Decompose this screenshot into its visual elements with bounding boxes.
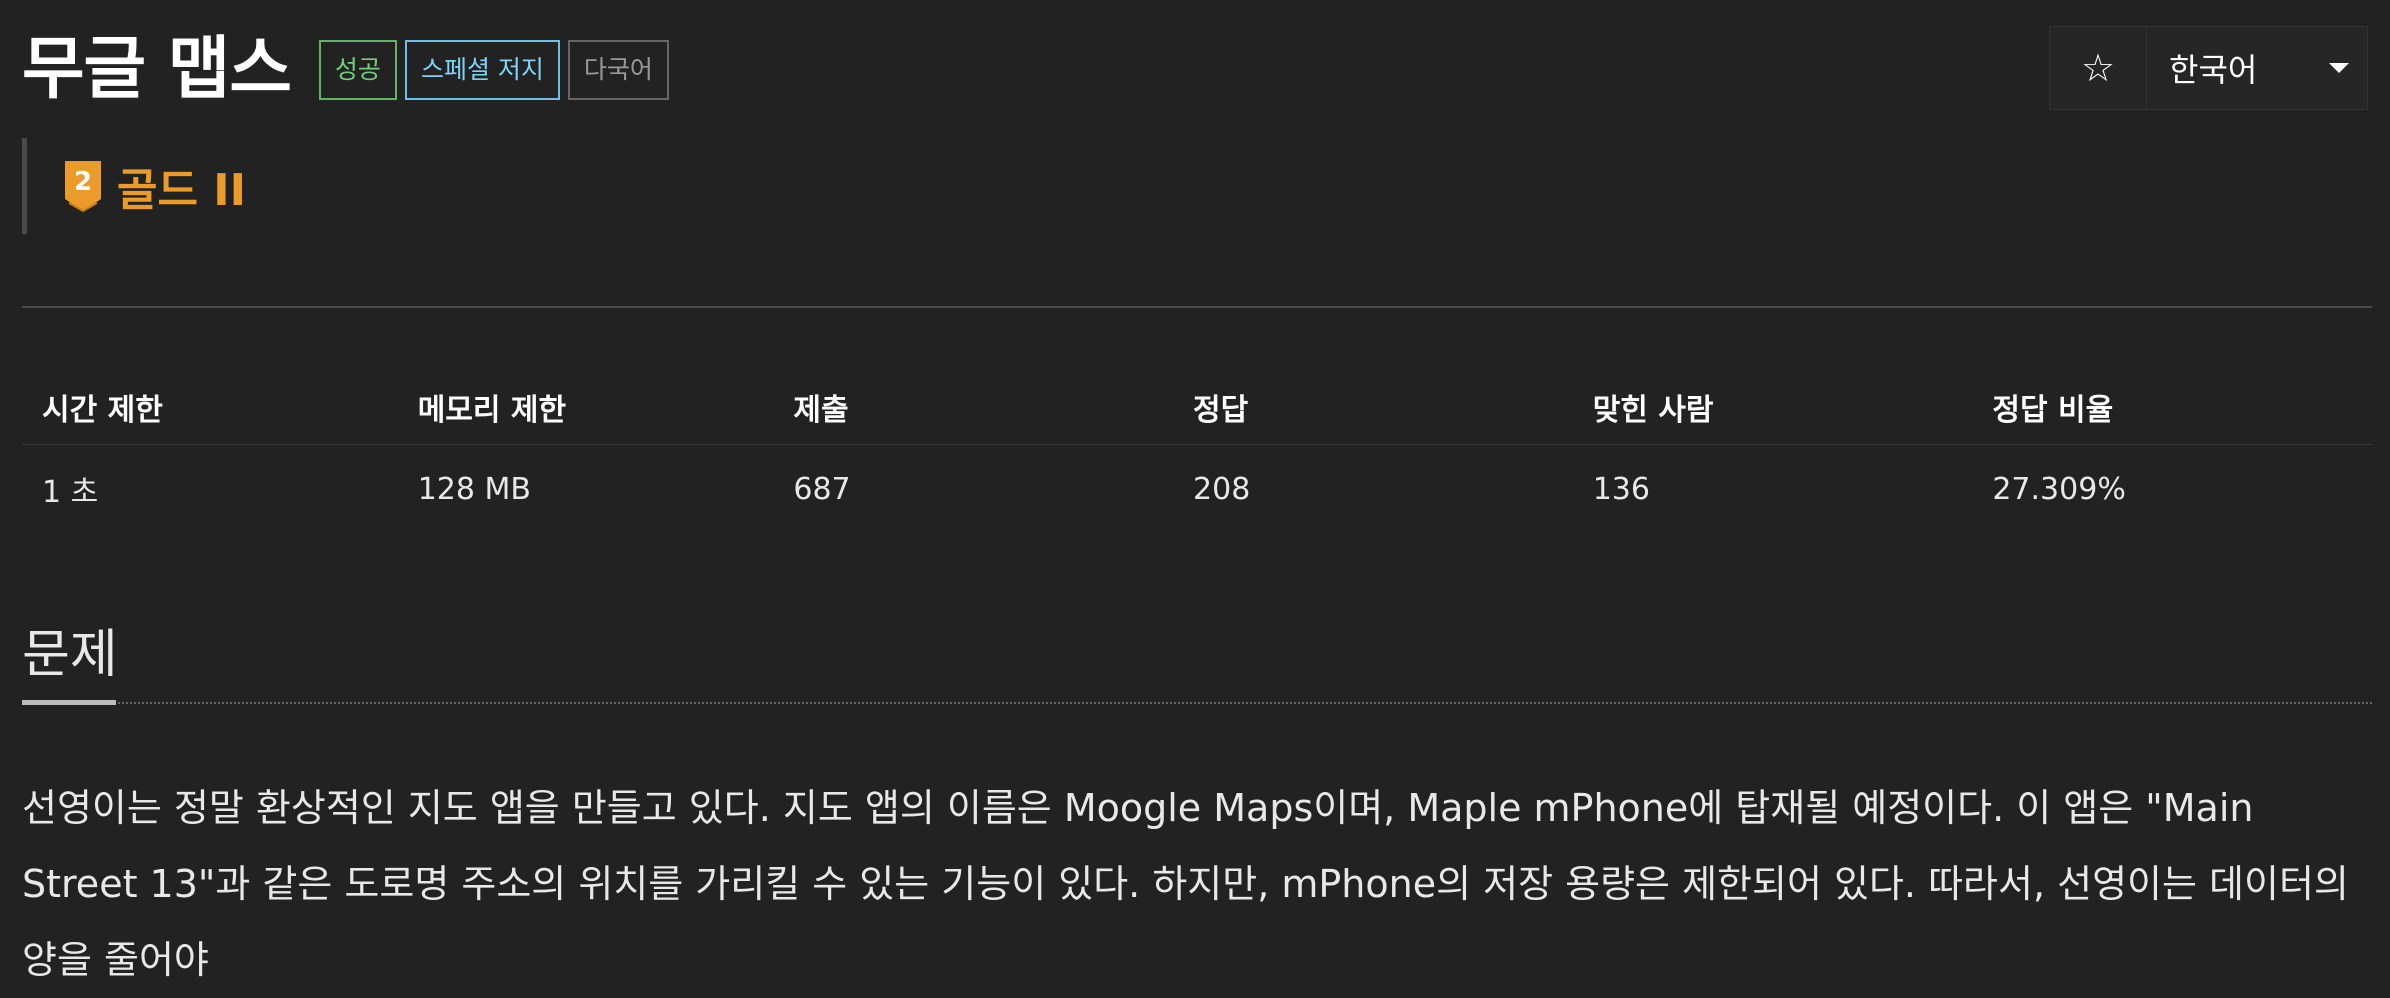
section-title-underline [22,700,116,705]
tier-number: 2 [74,167,92,197]
tier-label[interactable]: 골드 II [117,165,247,216]
chevron-down-icon [2329,63,2349,73]
tier-box: 2 골드 II [22,138,246,234]
stats-solvers-value[interactable]: 136 [1592,471,1650,507]
stats-header-time: 시간 제한 [42,393,163,428]
special-judge-badge[interactable]: 스페셜 저지 [404,40,560,100]
stats-header-solvers: 맞힌 사람 [1592,393,1714,428]
stats-value-row: 1 초 128 MB 687 208 136 27.309% [22,445,2372,533]
section-divider [22,702,2372,704]
stats-time-value: 1 초 [42,475,99,510]
page-title: 무글 맵스 [22,30,292,109]
stats-header-row: 시간 제한 메모리 제한 제출 정답 맞힌 사람 정답 비율 [22,370,2372,445]
stats-submissions-value[interactable]: 687 [793,471,851,507]
problem-section-title: 문제 [22,625,118,685]
stats-table: 시간 제한 메모리 제한 제출 정답 맞힌 사람 정답 비율 1 초 128 M… [22,370,2372,533]
stats-header-memory: 메모리 제한 [417,393,567,428]
tier-badge-icon: 2 [63,159,103,213]
top-controls: ☆ 한국어 [2049,26,2368,110]
title-row: 무글 맵스 성공 스페셜 저지 다국어 [22,28,669,112]
language-label: 한국어 [2169,51,2258,89]
stats-header-ratio: 정답 비율 [1992,393,2114,428]
favorite-star-button[interactable]: ☆ [2050,27,2147,109]
star-icon: ☆ [2080,46,2116,90]
language-dropdown[interactable]: 한국어 [2147,27,2367,109]
stats-header-submissions: 제출 [793,393,849,428]
problem-description: 선영이는 정말 환상적인 지도 앱을 만들고 있다. 지도 앱의 이름은 Moo… [22,786,2349,982]
header-divider [22,306,2372,308]
stats-memory-value: 128 MB [417,471,531,507]
multilingual-badge[interactable]: 다국어 [567,40,669,100]
stats-header-accepted: 정답 [1193,393,1249,428]
success-badge[interactable]: 성공 [318,40,397,100]
stats-ratio-value: 27.309% [1992,471,2126,507]
stats-accepted-value[interactable]: 208 [1193,471,1251,507]
